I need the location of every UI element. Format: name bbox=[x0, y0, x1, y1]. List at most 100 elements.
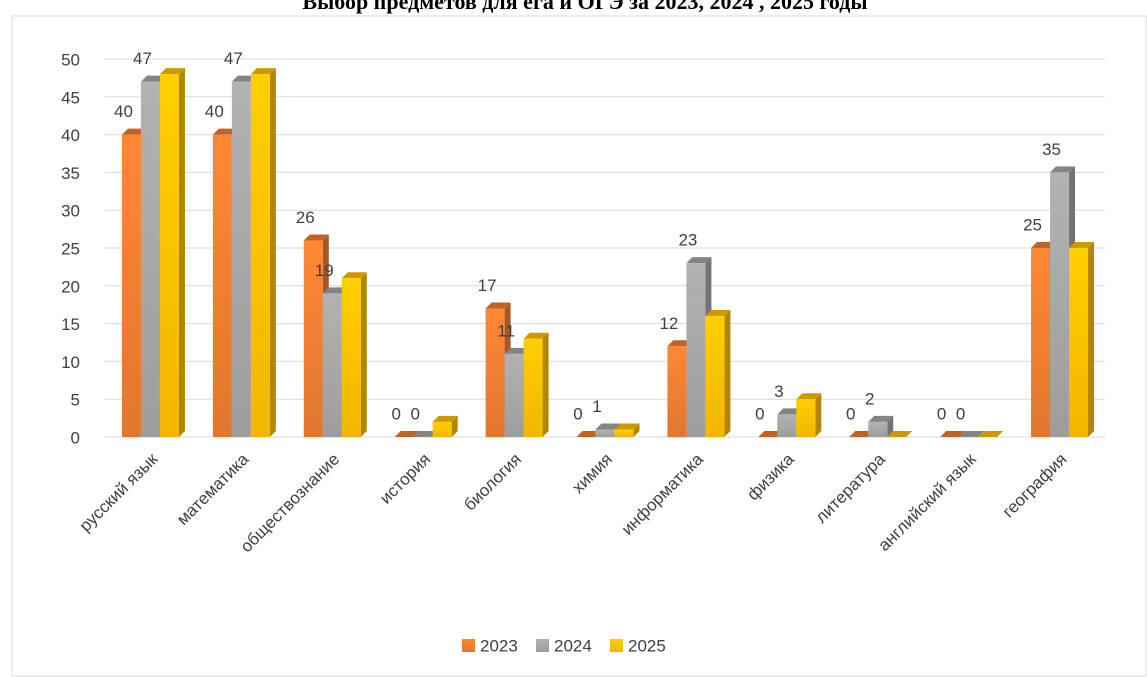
bar-top bbox=[777, 408, 803, 415]
bar bbox=[667, 346, 687, 437]
y-tick-label: 35 bbox=[61, 164, 80, 183]
y-tick-label: 20 bbox=[61, 277, 80, 296]
legend-label: 2023 bbox=[480, 636, 518, 655]
bar-top bbox=[322, 287, 348, 294]
bar-side bbox=[451, 415, 458, 437]
data-label: 47 bbox=[133, 49, 152, 68]
bar-top bbox=[686, 257, 712, 264]
y-tick-label: 15 bbox=[61, 315, 80, 334]
bar-top bbox=[212, 128, 238, 135]
data-label: 1 bbox=[592, 397, 601, 416]
data-label: 47 bbox=[224, 49, 243, 68]
bar bbox=[140, 81, 160, 438]
data-label: 35 bbox=[1042, 140, 1061, 159]
bar-top bbox=[231, 75, 257, 82]
legend-swatch bbox=[610, 639, 623, 652]
data-label: 0 bbox=[956, 404, 965, 423]
bar bbox=[868, 421, 888, 437]
y-tick-label: 0 bbox=[71, 428, 80, 447]
bar-side bbox=[1088, 242, 1095, 437]
bar-side bbox=[542, 332, 549, 437]
bar bbox=[250, 74, 270, 438]
bar bbox=[485, 308, 505, 437]
data-label: 23 bbox=[678, 231, 697, 250]
bar-top bbox=[341, 272, 367, 279]
data-label: 40 bbox=[205, 102, 224, 121]
chart-title: Выбор предметов для ега и ОГЭ за 2023, 2… bbox=[302, 0, 867, 14]
legend-label: 2025 bbox=[628, 636, 666, 655]
bar-top bbox=[940, 431, 966, 437]
data-label: 25 bbox=[1023, 215, 1042, 234]
bar-top bbox=[523, 332, 549, 339]
bar-side bbox=[815, 393, 822, 437]
y-tick-label: 50 bbox=[61, 50, 80, 69]
bar bbox=[212, 134, 232, 437]
data-label: 11 bbox=[497, 321, 515, 340]
bar bbox=[322, 293, 342, 437]
data-label: 0 bbox=[573, 404, 582, 423]
bar-side bbox=[269, 68, 276, 438]
legend-label: 2024 bbox=[554, 636, 592, 655]
y-tick-label: 45 bbox=[61, 88, 80, 107]
y-tick-label: 25 bbox=[61, 239, 80, 258]
y-tick-label: 30 bbox=[61, 202, 80, 221]
data-label: 26 bbox=[296, 208, 315, 227]
bar bbox=[595, 429, 615, 437]
bar-side bbox=[360, 272, 367, 437]
data-label: 0 bbox=[410, 404, 419, 423]
bar-top bbox=[576, 431, 602, 437]
bar-top bbox=[394, 431, 420, 437]
bar-top bbox=[595, 423, 621, 430]
bar-top bbox=[121, 128, 147, 135]
y-tick-label: 5 bbox=[71, 391, 80, 410]
data-label: 40 bbox=[114, 102, 133, 121]
data-label: 0 bbox=[846, 404, 855, 423]
bar-side bbox=[724, 310, 731, 437]
data-label: 0 bbox=[391, 404, 400, 423]
bar-top bbox=[796, 393, 822, 400]
bar-top bbox=[432, 415, 458, 422]
bar-top bbox=[504, 347, 530, 354]
bar-top bbox=[887, 431, 913, 437]
data-label: 2 bbox=[865, 389, 874, 408]
bar bbox=[777, 414, 797, 437]
bar bbox=[1031, 248, 1051, 437]
data-label: 19 bbox=[315, 261, 334, 280]
bar-side bbox=[633, 423, 640, 437]
bar bbox=[159, 74, 179, 438]
data-label: 0 bbox=[755, 404, 764, 423]
bar bbox=[705, 316, 725, 437]
bar-top bbox=[1069, 242, 1095, 248]
chart-frame bbox=[11, 15, 1147, 677]
bar-top bbox=[705, 310, 731, 317]
bar-top bbox=[1050, 166, 1076, 173]
bar-top bbox=[413, 431, 439, 437]
bar-top bbox=[250, 68, 276, 75]
bar-top bbox=[978, 431, 1004, 437]
bar-side bbox=[887, 415, 894, 437]
bar bbox=[231, 81, 251, 438]
bar-top bbox=[140, 75, 166, 82]
legend-swatch bbox=[462, 639, 475, 652]
bar bbox=[796, 399, 816, 437]
y-tick-label: 10 bbox=[61, 353, 80, 372]
data-label: 3 bbox=[774, 382, 783, 401]
bar bbox=[686, 263, 706, 437]
bar-top bbox=[159, 68, 185, 75]
bar bbox=[504, 353, 524, 437]
bar bbox=[523, 338, 543, 437]
bar bbox=[614, 429, 634, 437]
bar-top bbox=[485, 302, 511, 309]
bar-top bbox=[614, 423, 640, 430]
bar bbox=[1050, 172, 1070, 437]
data-label: 17 bbox=[478, 276, 497, 295]
bar bbox=[341, 278, 361, 437]
bar-top bbox=[758, 431, 784, 437]
legend-swatch bbox=[536, 639, 549, 652]
y-tick-label: 40 bbox=[61, 126, 80, 145]
bar-top bbox=[868, 415, 894, 422]
bar bbox=[1069, 248, 1089, 437]
data-label: 0 bbox=[937, 404, 946, 423]
